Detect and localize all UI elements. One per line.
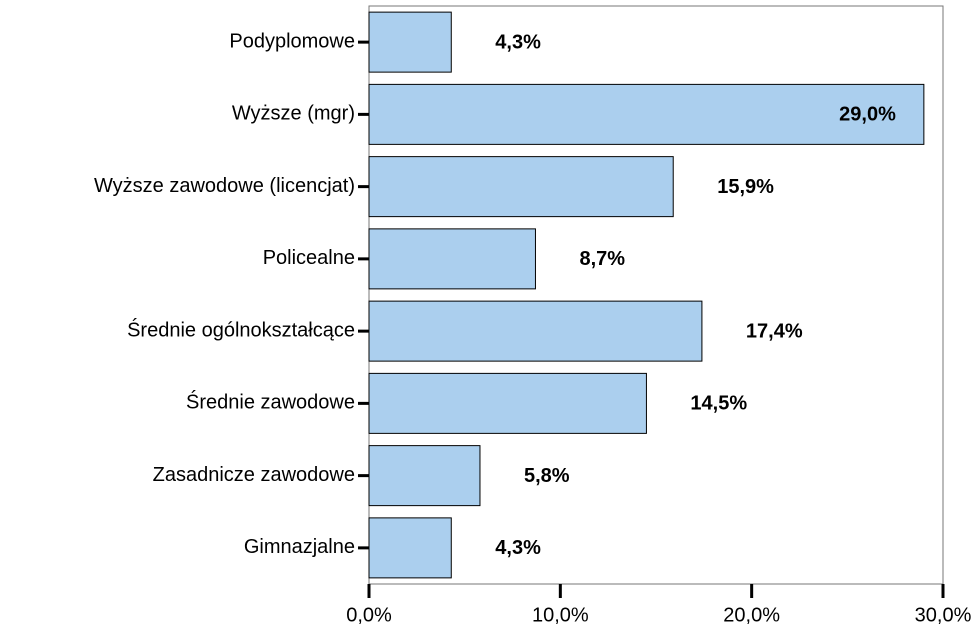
y-tick-label: Wyższe zawodowe (licencjat) <box>94 175 355 197</box>
bar <box>368 156 674 218</box>
y-tick-label: Gimnazjalne <box>244 536 355 558</box>
value-label: 29,0% <box>839 104 896 126</box>
bar <box>368 517 452 579</box>
x-tick-label: 10,0% <box>532 604 589 626</box>
value-label: 15,9% <box>717 176 774 198</box>
y-tick-label: Średnie ogólnokształcące <box>127 317 355 341</box>
x-tick-label: 0,0% <box>346 604 392 626</box>
value-label: 8,7% <box>579 248 625 270</box>
bar <box>368 300 703 362</box>
x-tick-label: 30,0% <box>915 604 972 626</box>
y-tick-label: Wyższe (mgr) <box>232 103 355 125</box>
y-tick-label: Podyplomowe <box>229 30 355 52</box>
y-tick-label: Średnie zawodowe <box>186 390 355 414</box>
bar <box>368 228 536 290</box>
value-label: 14,5% <box>690 393 747 415</box>
bar <box>368 83 925 145</box>
value-label: 5,8% <box>524 465 570 487</box>
bar <box>368 11 452 73</box>
y-tick-label: Zasadnicze zawodowe <box>153 464 355 486</box>
value-label: 4,3% <box>495 537 541 559</box>
y-tick-label: Policealne <box>263 247 355 269</box>
value-label: 17,4% <box>746 320 803 342</box>
value-label: 4,3% <box>495 31 541 53</box>
bar <box>368 372 647 434</box>
x-tick-label: 20,0% <box>723 604 780 626</box>
bar <box>368 445 481 507</box>
